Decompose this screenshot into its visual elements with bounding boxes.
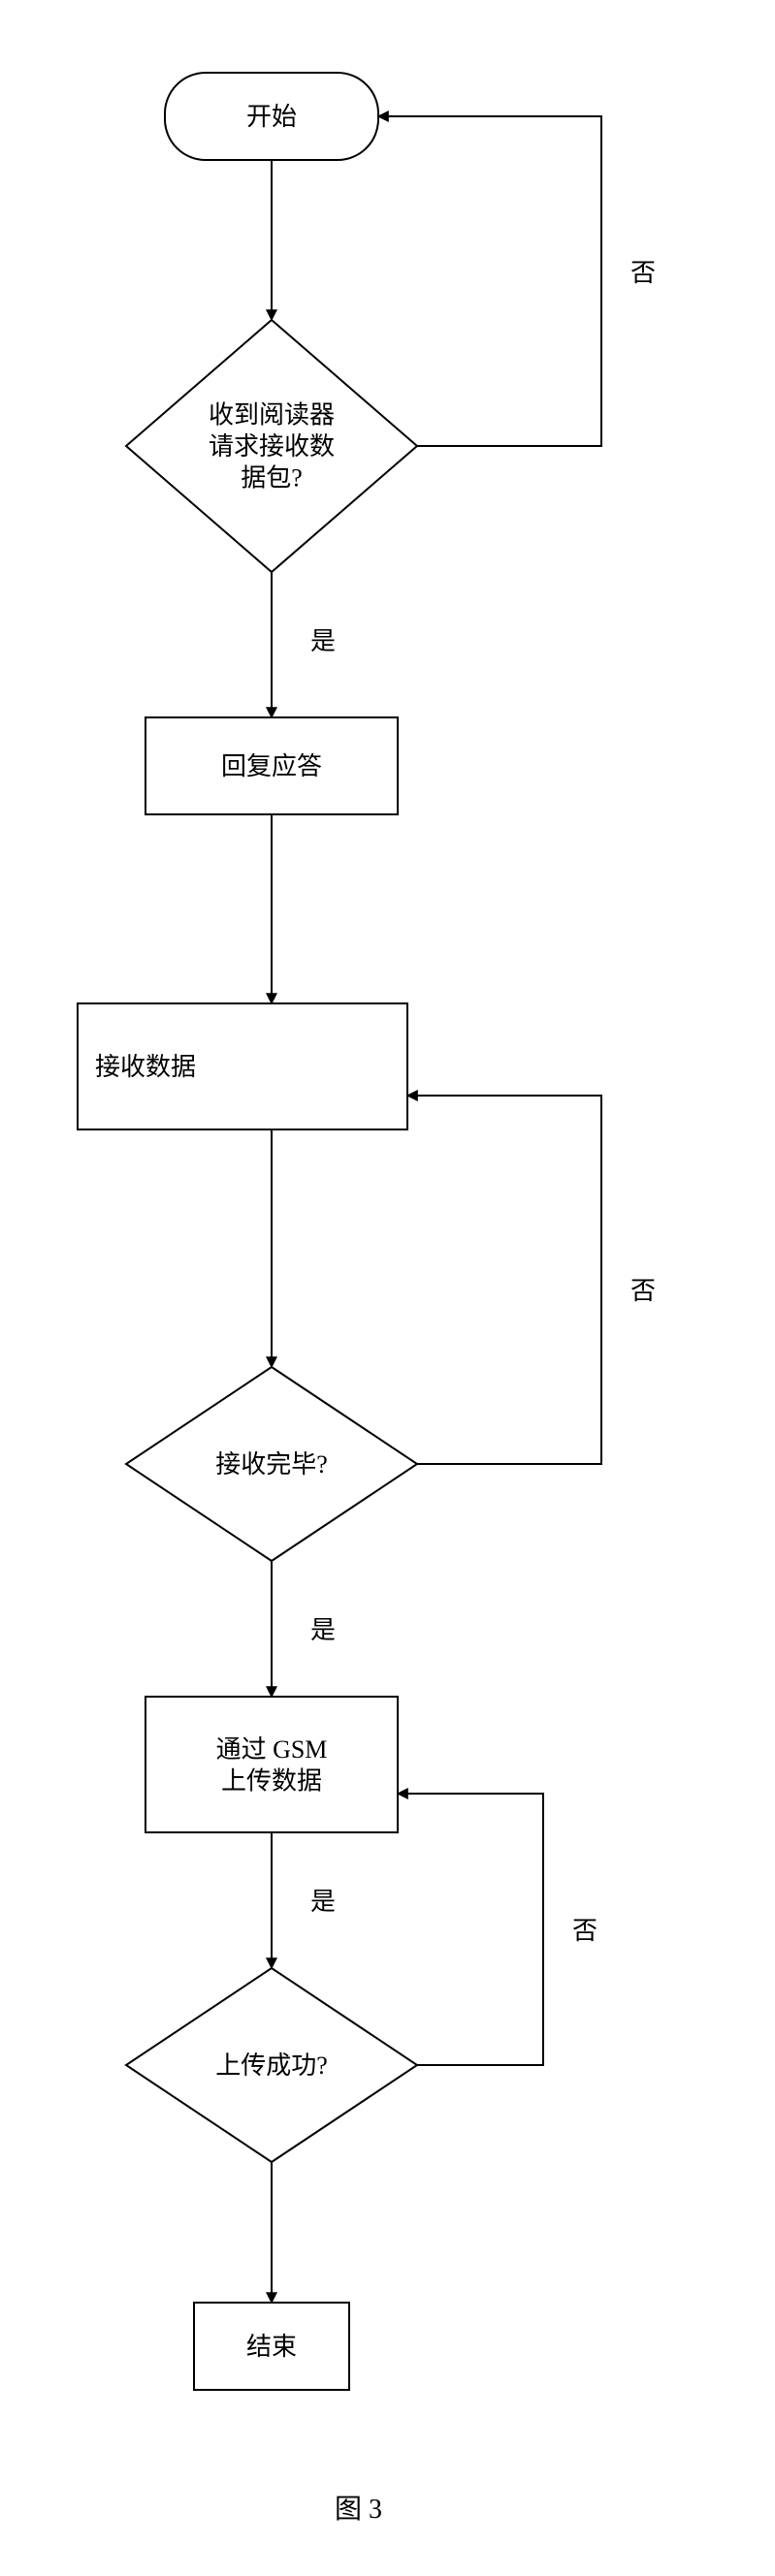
node-p3	[145, 1697, 398, 1832]
figure-caption: 图 3	[335, 2495, 382, 2525]
node-d2-label: 接收完毕?	[215, 1450, 328, 1479]
edge-label-e_d2_p3_yes: 是	[310, 1616, 336, 1644]
edge-e_d1_no	[378, 116, 601, 446]
edge-label-e_d1_no: 否	[630, 259, 656, 287]
node-d3-label: 上传成功?	[215, 2051, 328, 2080]
edge-e_d3_no	[398, 1794, 543, 2065]
node-p2-label: 接收数据	[95, 1053, 196, 1081]
edge-label-e_d3_no: 否	[572, 1917, 597, 1945]
node-p1-label: 回复应答	[221, 752, 322, 780]
node-end-label: 结束	[246, 2333, 297, 2361]
edge-label-e_p3_d3: 是	[310, 1888, 336, 1916]
edge-label-e_d2_no: 否	[630, 1277, 656, 1305]
node-start-label: 开始	[246, 103, 297, 131]
edge-label-e_d1_p1_yes: 是	[310, 627, 336, 655]
edge-e_d2_no	[407, 1096, 601, 1464]
